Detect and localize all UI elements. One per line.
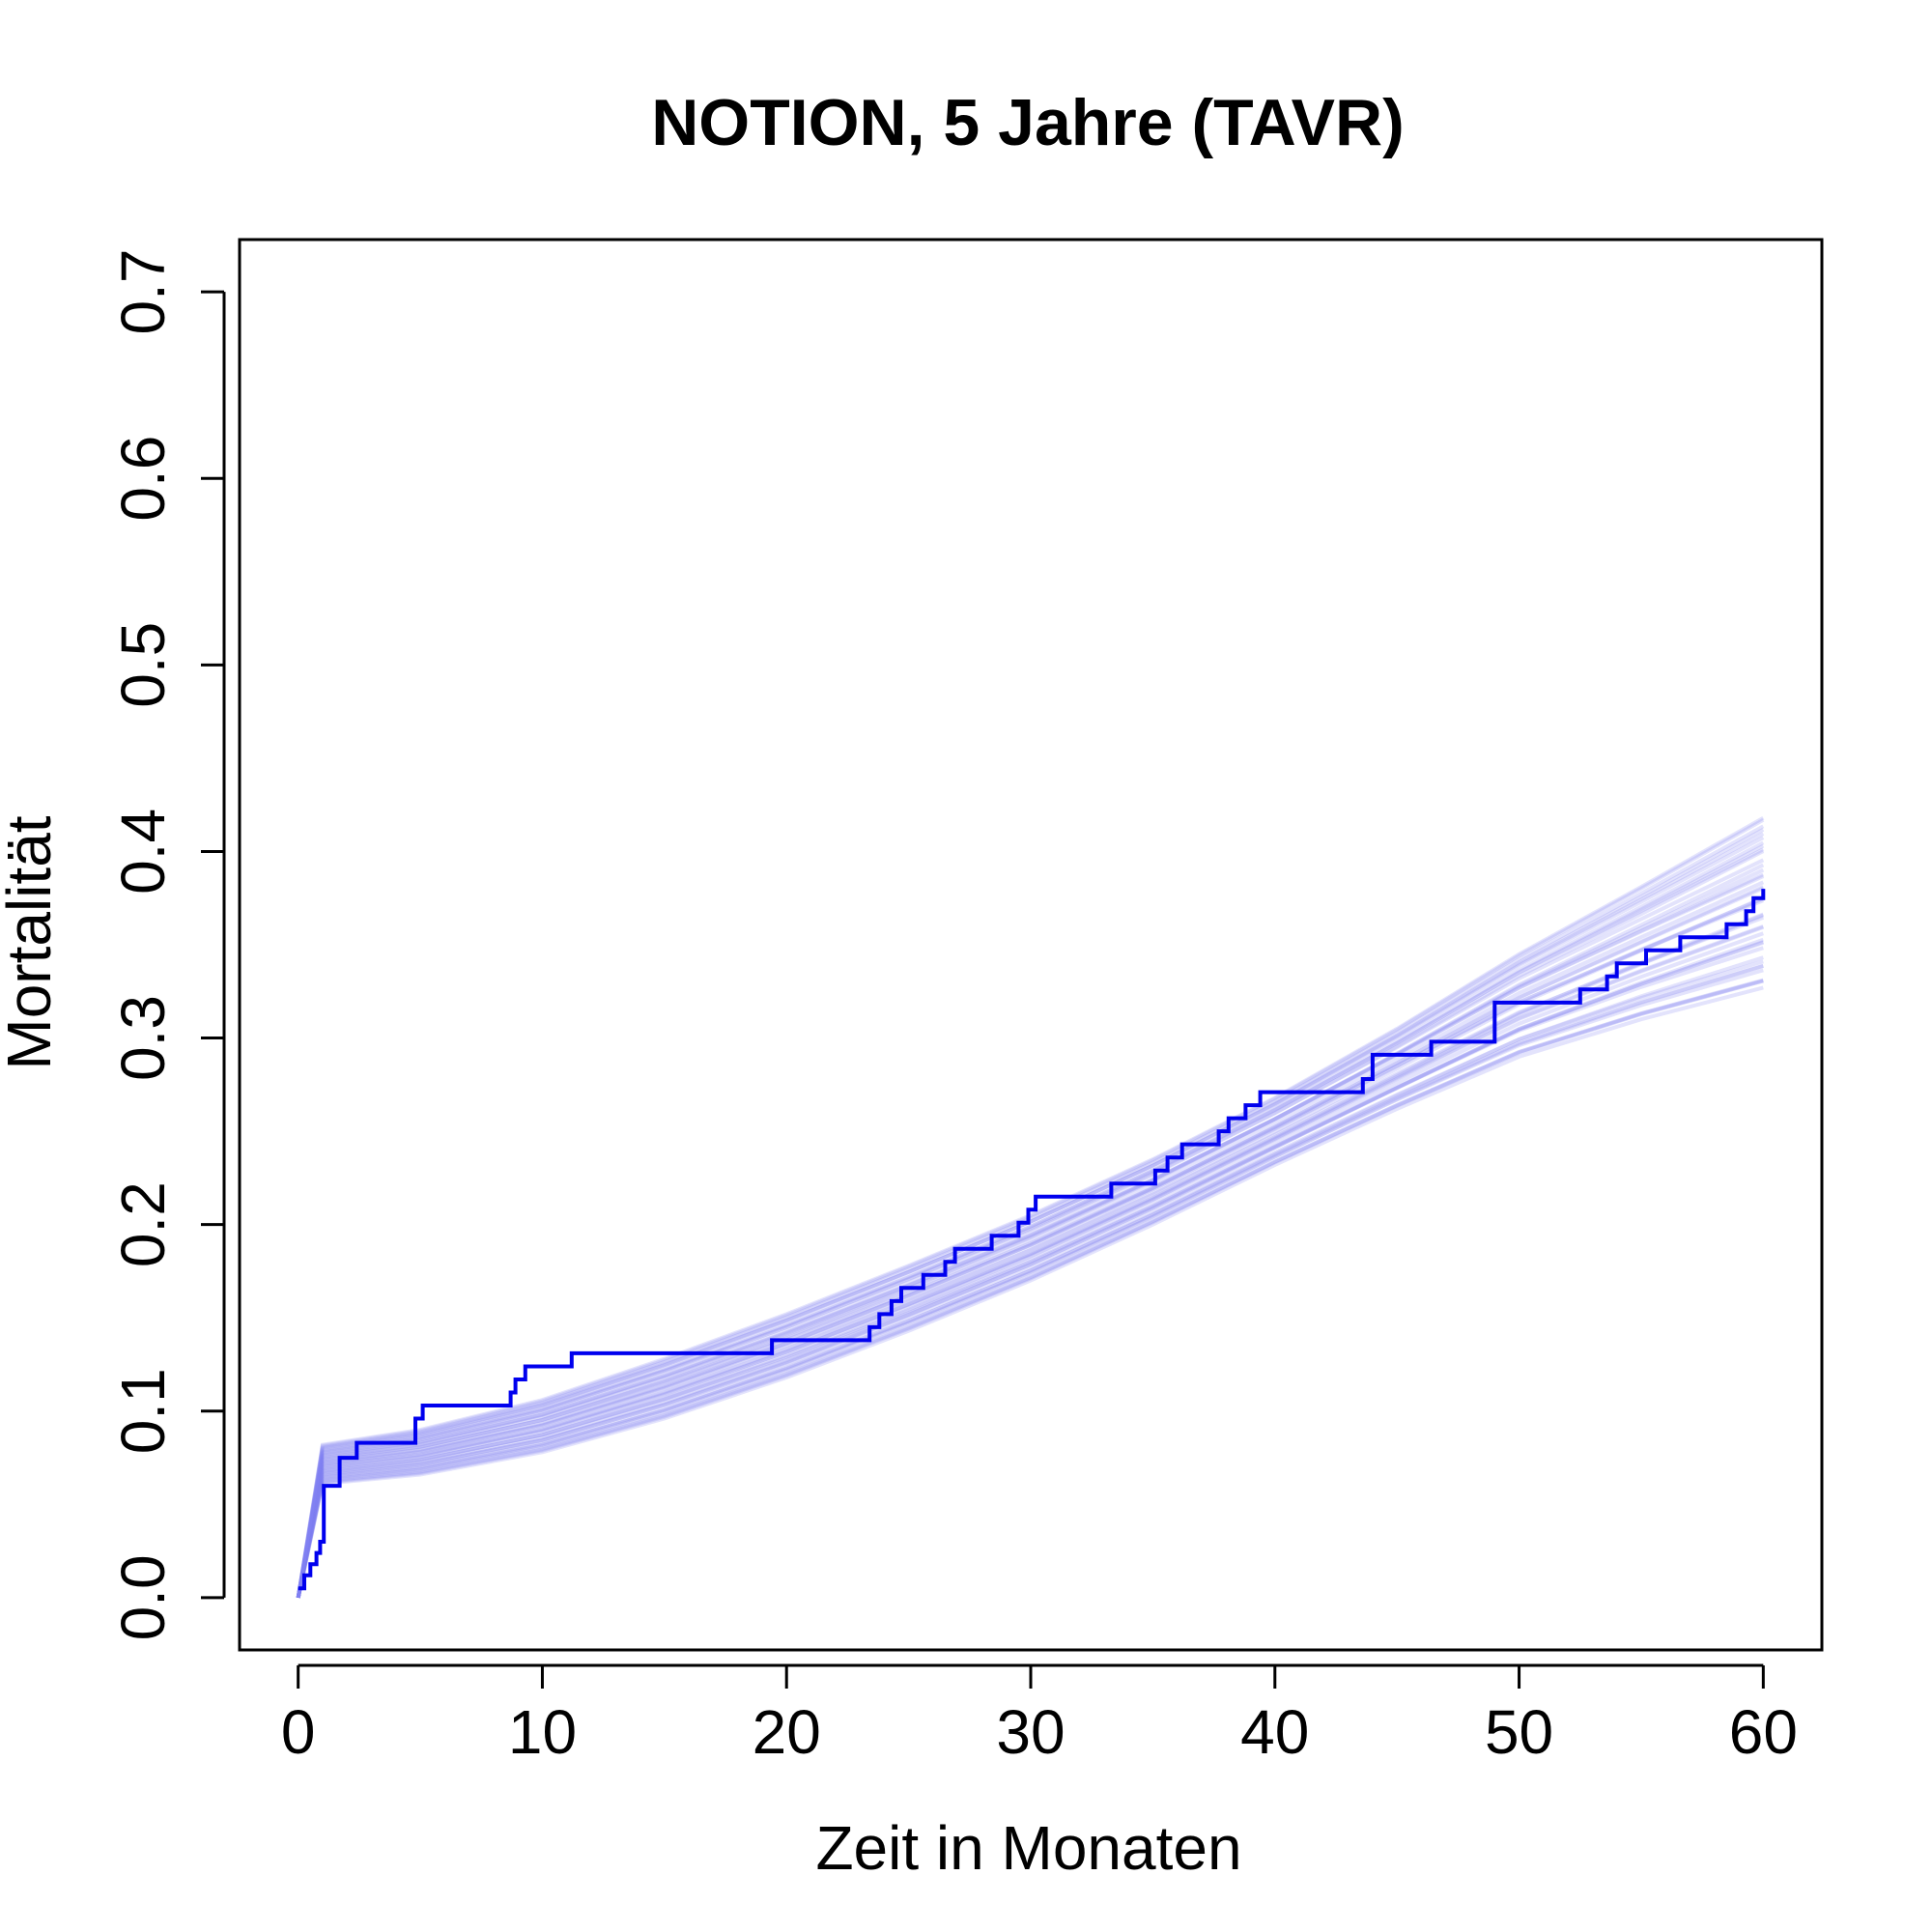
posterior-curve: [296, 863, 1765, 1599]
y-tick-label: 0.4: [108, 809, 178, 895]
posterior-curve: [296, 874, 1765, 1599]
x-tick-label: 20: [753, 1697, 821, 1767]
posterior-curve: [296, 925, 1764, 1599]
posterior-curve: [296, 940, 1764, 1599]
posterior-curve: [296, 913, 1765, 1599]
posterior-curve: [296, 979, 1764, 1599]
posterior-curve: [296, 832, 1765, 1599]
posterior-curve: [296, 815, 1765, 1599]
posterior-curve: [296, 898, 1765, 1599]
posterior-curve: [296, 849, 1765, 1599]
y-axis-label: Mortalität: [0, 815, 64, 1069]
posterior-curve: [296, 978, 1764, 1599]
series-layer: [298, 889, 1766, 1591]
posterior-curve: [296, 867, 1765, 1599]
x-tick-label: 50: [1485, 1697, 1553, 1767]
posterior-curve: [296, 916, 1765, 1599]
x-axis: 0 10 20 30 40 50 60: [281, 1663, 1798, 1767]
y-tick-label: 0.7: [108, 249, 178, 335]
x-tick-label: 0: [281, 1697, 316, 1767]
posterior-curve: [296, 937, 1764, 1599]
posterior-curve: [296, 940, 1764, 1599]
chart-title: NOTION, 5 Jahre (TAVR): [651, 86, 1405, 159]
posterior-curve: [296, 896, 1765, 1599]
posterior-curve: [296, 886, 1765, 1599]
posterior-curve: [296, 912, 1765, 1599]
x-tick-label: 10: [508, 1697, 577, 1767]
posterior-band: [296, 815, 1765, 1599]
posterior-curve: [296, 885, 1765, 1599]
posterior-curve: [296, 963, 1764, 1599]
y-tick-label: 0.6: [108, 436, 178, 522]
posterior-curve: [296, 985, 1764, 1599]
posterior-curve: [296, 872, 1765, 1599]
y-tick-label: 0.5: [108, 622, 178, 708]
x-tick-label: 30: [996, 1697, 1065, 1767]
posterior-curve: [296, 959, 1764, 1599]
posterior-curve: [296, 858, 1765, 1599]
x-axis-label: Zeit in Monaten: [815, 1813, 1241, 1883]
posterior-curve: [296, 836, 1765, 1599]
posterior-curve: [296, 968, 1764, 1599]
x-tick-label: 40: [1240, 1697, 1309, 1767]
posterior-curve: [296, 924, 1764, 1599]
posterior-curve: [296, 955, 1764, 1599]
posterior-curve: [296, 847, 1765, 1599]
posterior-curve: [296, 895, 1765, 1599]
posterior-curve: [296, 840, 1765, 1599]
posterior-curve: [296, 824, 1765, 1599]
y-tick-label: 0.3: [108, 995, 178, 1081]
posterior-curve: [296, 843, 1765, 1599]
km-step-line: [298, 889, 1766, 1591]
posterior-curve: [296, 963, 1764, 1599]
y-tick-label: 0.1: [108, 1368, 178, 1454]
plot-frame: [238, 238, 1824, 1652]
posterior-curve: [296, 979, 1764, 1599]
posterior-curve: [296, 828, 1765, 1599]
posterior-curve: [296, 818, 1765, 1599]
y-tick-label: 0.2: [108, 1181, 178, 1267]
posterior-curve: [296, 931, 1764, 1599]
posterior-curve: [296, 946, 1764, 1599]
y-axis: 0.0 0.1 0.2 0.3 0.4 0.5 0.6 0.7: [108, 249, 226, 1640]
x-tick-label: 60: [1729, 1697, 1798, 1767]
y-tick-label: 0.0: [108, 1554, 178, 1640]
